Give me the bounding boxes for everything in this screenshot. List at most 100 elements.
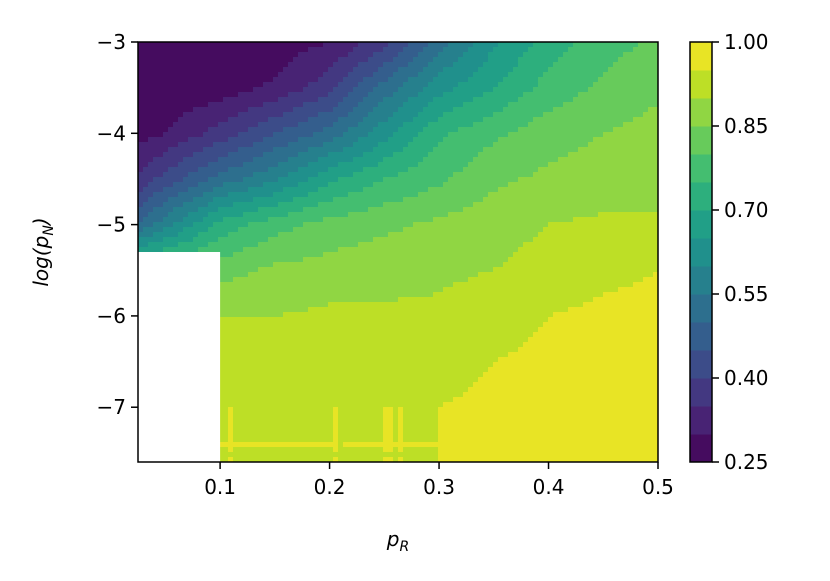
contour-cell [318, 117, 324, 123]
contour-cell [213, 92, 219, 98]
contour-cell [373, 247, 379, 253]
contour-cell [303, 107, 309, 113]
contour-cell [328, 212, 334, 218]
contour-cell [543, 167, 549, 173]
contour-cell [208, 42, 214, 48]
contour-cell [628, 277, 634, 283]
contour-cell [373, 112, 379, 118]
contour-cell [598, 117, 604, 123]
contour-cell [548, 137, 554, 143]
contour-cell [383, 47, 389, 53]
contour-cell [373, 207, 379, 213]
contour-cell [593, 67, 599, 73]
contour-cell [498, 107, 504, 113]
contour-cell [348, 47, 354, 53]
contour-cell [158, 137, 164, 143]
contour-cell [383, 92, 389, 98]
contour-cell [358, 117, 364, 123]
contour-cell [238, 202, 244, 208]
contour-cell [608, 112, 614, 118]
contour-cell [533, 247, 539, 253]
contour-cell [163, 117, 169, 123]
contour-cell [523, 202, 529, 208]
contour-cell [273, 212, 279, 218]
contour-cell [393, 187, 399, 193]
contour-cell [468, 192, 474, 198]
contour-cell [373, 102, 379, 108]
contour-cell [538, 277, 544, 283]
contour-cell [343, 42, 349, 48]
contour-cell [283, 207, 289, 213]
contour-cell [638, 252, 644, 258]
contour-cell [293, 87, 299, 93]
contour-cell [578, 207, 584, 213]
contour-cell [218, 257, 224, 263]
contour-cell [148, 207, 154, 213]
contour-cell [318, 182, 324, 188]
contour-cell [538, 52, 544, 58]
contour-cell [153, 117, 159, 123]
contour-cell [463, 277, 469, 283]
contour-cell [353, 57, 359, 63]
contour-cell [508, 52, 514, 58]
contour-cell [383, 252, 389, 258]
contour-cell [608, 212, 614, 218]
contour-cell [338, 197, 344, 203]
contour-cell [218, 72, 224, 78]
contour-cell [553, 132, 559, 138]
contour-cell [428, 47, 434, 53]
contour-cell [468, 67, 474, 73]
contour-cell [203, 102, 209, 108]
contour-cell [483, 172, 489, 178]
contour-cell [588, 237, 594, 243]
contour-cell [653, 182, 658, 188]
contour-cell [608, 207, 614, 213]
contour-cell [538, 257, 544, 263]
contour-cell [168, 177, 174, 183]
contour-cell [423, 162, 429, 168]
contour-cell [458, 147, 464, 153]
contour-cell [563, 197, 569, 203]
contour-cell [488, 227, 494, 233]
contour-cell [518, 207, 524, 213]
contour-cell [568, 257, 574, 263]
contour-cell [503, 167, 509, 173]
contour-cell [478, 67, 484, 73]
contour-cell [528, 192, 534, 198]
contour-cell [543, 112, 549, 118]
contour-cell [168, 132, 174, 138]
contour-cell [593, 142, 599, 148]
contour-cell [143, 237, 149, 243]
contour-cell [588, 167, 594, 173]
contour-cell [598, 182, 604, 188]
contour-cell [313, 92, 319, 98]
contour-cell [618, 102, 624, 108]
contour-cell [278, 132, 284, 138]
contour-cell [613, 52, 619, 58]
contour-cell [163, 242, 169, 248]
contour-cell [388, 277, 394, 283]
contour-cell [418, 187, 424, 193]
contour-cell [638, 192, 644, 198]
contour-cell [328, 167, 334, 173]
contour-cell [458, 72, 464, 78]
contour-cell [568, 57, 574, 63]
contour-cell [338, 157, 344, 163]
contour-cell [493, 242, 499, 248]
contour-cell [198, 162, 204, 168]
contour-cell [333, 162, 339, 168]
contour-cell [178, 207, 184, 213]
contour-cell [548, 67, 554, 73]
contour-cell [228, 142, 234, 148]
contour-cell [413, 112, 419, 118]
contour-cell [493, 172, 499, 178]
contour-cell [358, 202, 364, 208]
contour-cell [268, 52, 274, 58]
contour-cell [483, 252, 489, 258]
contour-cell [603, 227, 609, 233]
contour-cell [443, 92, 449, 98]
contour-cell [418, 67, 424, 73]
contour-cell [638, 172, 644, 178]
contour-cell [178, 77, 184, 83]
contour-cell [403, 112, 409, 118]
